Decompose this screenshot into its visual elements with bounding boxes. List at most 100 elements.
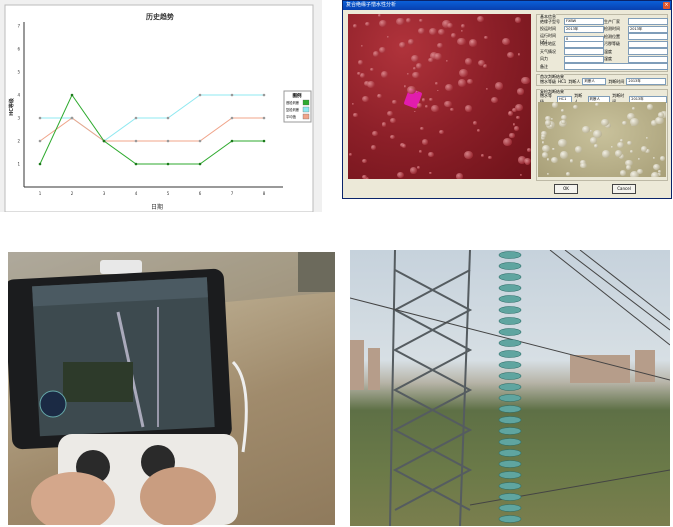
water-droplet (558, 139, 568, 148)
insulator-disc (498, 438, 522, 446)
water-droplet (361, 174, 367, 179)
insulator-disc (498, 493, 522, 501)
y-tick-label: 7 (17, 24, 20, 29)
y-tick-label: 1 (17, 162, 20, 167)
field-label: 风力 (540, 56, 548, 61)
field-input[interactable] (628, 55, 668, 63)
water-droplet (363, 80, 371, 87)
field-input[interactable] (628, 40, 668, 48)
field-input[interactable]: 2013年 (628, 25, 668, 33)
water-droplet (364, 177, 370, 179)
water-droplet (626, 140, 632, 146)
x-tick-label: 4 (135, 191, 138, 196)
water-droplet (460, 24, 465, 29)
data-point (230, 139, 234, 143)
water-droplet (417, 166, 421, 169)
water-droplet (412, 66, 417, 71)
insulator-disc (498, 405, 522, 413)
water-droplet (477, 129, 481, 132)
water-droplet (348, 152, 352, 156)
water-droplet (477, 59, 486, 67)
field-input[interactable]: 2013年 (564, 25, 604, 33)
series-line (39, 93, 264, 165)
insulator-disc (498, 328, 522, 336)
close-button[interactable]: × (663, 2, 670, 9)
insulator-disc (498, 361, 522, 369)
water-droplet (625, 164, 632, 170)
water-droplet (630, 117, 639, 126)
field-input[interactable] (628, 33, 668, 40)
water-droplet (561, 120, 566, 125)
insulator-disc (498, 504, 522, 512)
judge-label: 判断人 (574, 93, 583, 104)
water-droplet (544, 120, 551, 126)
water-droplet (353, 113, 358, 117)
water-droplet (390, 117, 396, 123)
insulator-disc (498, 251, 522, 259)
field-input[interactable] (628, 18, 668, 25)
water-droplet (561, 115, 568, 121)
field-input[interactable] (564, 63, 668, 70)
legend-label: 复检判断 (286, 107, 300, 112)
water-droplet (509, 133, 515, 138)
water-droplet (420, 127, 424, 131)
water-droplet (507, 51, 514, 58)
data-point (134, 162, 138, 166)
water-droplet (461, 30, 464, 33)
water-droplet (464, 150, 474, 159)
water-droplet (491, 96, 499, 104)
insulator-disc (498, 515, 522, 523)
field-input[interactable] (628, 48, 668, 55)
water-droplet (408, 39, 415, 45)
water-droplet (405, 17, 412, 23)
field-input[interactable] (564, 40, 604, 48)
water-droplet (457, 79, 466, 87)
water-droplet (630, 171, 640, 177)
insulator-disc (498, 449, 522, 457)
water-droplet (428, 57, 434, 63)
history-trend-chart: 历史趋势 日期 HC等级 1 2 3 4 5 6 7 1 2 3 4 5 6 7 8 图例 首检判断 复检判断… (0, 0, 322, 212)
water-droplet (387, 110, 394, 117)
water-droplet (517, 53, 521, 56)
y-axis-label: HC等级 (8, 98, 15, 116)
legend-swatch (302, 99, 310, 106)
x-tick-label: 7 (231, 191, 234, 196)
water-droplet (450, 33, 457, 38)
field-input[interactable] (564, 55, 604, 63)
time-select[interactable]: 2013年 (626, 78, 667, 85)
x-axis-label: 日期 (151, 203, 163, 211)
water-droplet (372, 50, 380, 57)
water-droplet (569, 159, 574, 163)
water-droplet (353, 23, 358, 28)
water-droplet (386, 36, 390, 39)
grade-value: HC1 (558, 79, 567, 84)
insulator-disc (498, 482, 522, 490)
ok-button[interactable]: OK (554, 184, 578, 194)
data-point (166, 139, 170, 143)
data-point (134, 139, 138, 143)
water-droplet (472, 120, 478, 126)
controller-illustration (8, 252, 335, 525)
chart-svg: 历史趋势 日期 HC等级 1 2 3 4 5 6 7 1 2 3 4 5 6 7 8 图例 首检判断复检判断… (4, 4, 314, 212)
water-droplet (362, 159, 367, 164)
insulator-disc (498, 460, 522, 468)
water-droplet (370, 67, 375, 72)
insulator-disc (498, 416, 522, 424)
water-droplet (351, 102, 355, 105)
judge-input[interactable]: 判断人 (582, 78, 607, 85)
data-point (70, 116, 74, 120)
field-input[interactable] (564, 48, 604, 55)
water-droplet (357, 60, 363, 66)
tower-illustration (350, 250, 670, 526)
water-droplet (541, 130, 548, 136)
cancel-button[interactable]: Cancel (612, 184, 636, 194)
water-droplet (419, 150, 423, 153)
field-input[interactable]: FXBW (564, 18, 604, 25)
water-droplet (428, 152, 434, 158)
water-droplet (399, 42, 407, 49)
data-point (262, 93, 266, 97)
water-droplet (483, 35, 488, 40)
water-droplet (409, 167, 417, 174)
water-droplet (653, 156, 656, 159)
